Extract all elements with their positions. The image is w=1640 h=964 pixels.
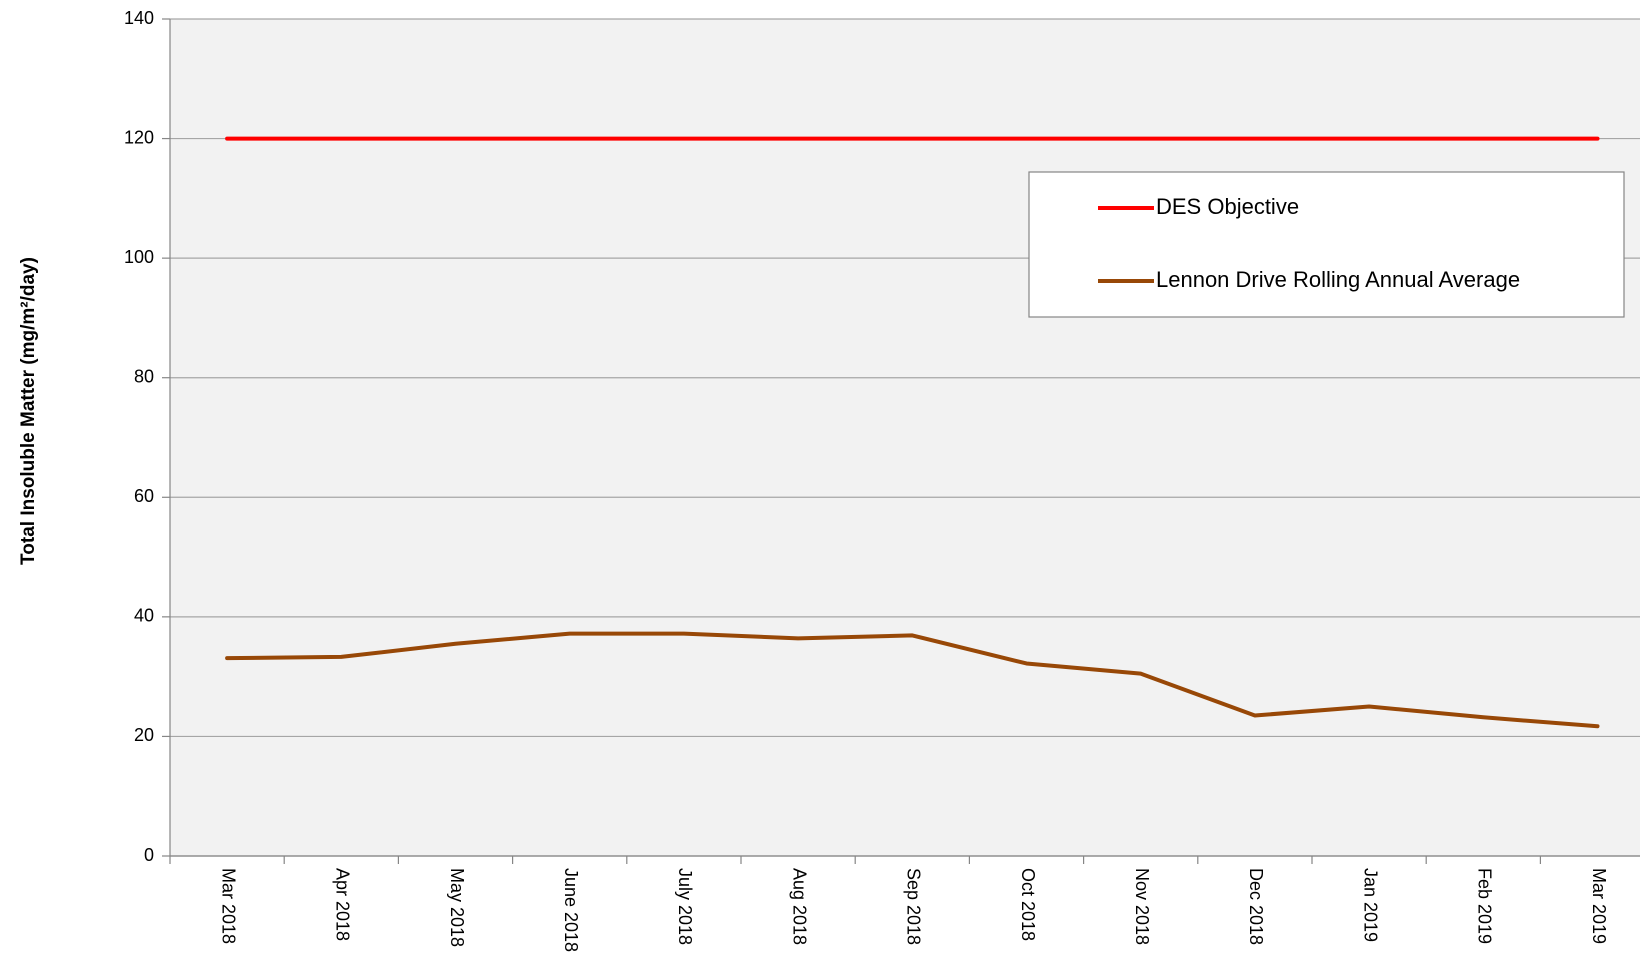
y-tick-label: 140 — [124, 8, 154, 28]
x-tick-label: May 2018 — [447, 868, 467, 947]
y-tick-label: 20 — [134, 725, 154, 745]
series-line — [225, 631, 1600, 729]
y-axis-title: Total Insoluble Matter (mg/m²/day) — [18, 257, 39, 565]
y-tick-label: 80 — [134, 366, 154, 386]
legend-label: DES Objective — [1156, 194, 1299, 219]
x-tick-label: Sep 2018 — [904, 868, 924, 945]
x-tick-label: July 2018 — [675, 868, 695, 945]
legend-label: Lennon Drive Rolling Annual Average — [1156, 267, 1520, 292]
x-tick-label: Mar 2019 — [1589, 868, 1609, 944]
y-tick-label: 60 — [134, 486, 154, 506]
x-tick-label: Apr 2018 — [333, 868, 353, 941]
x-tick-label: Oct 2018 — [1018, 868, 1038, 941]
x-tick-label: Dec 2018 — [1246, 868, 1266, 945]
x-tick-label: Aug 2018 — [789, 868, 809, 945]
legend-box — [1028, 171, 1625, 318]
plot-area — [170, 19, 1640, 856]
y-tick-label: 120 — [124, 127, 154, 147]
y-tick-label: 0 — [144, 845, 154, 865]
x-tick-label: Nov 2018 — [1132, 868, 1152, 945]
x-tick-label: Feb 2019 — [1475, 868, 1495, 944]
x-tick-label: Mar 2018 — [218, 868, 238, 944]
x-tick-label: June 2018 — [561, 868, 581, 952]
y-tick-label: 100 — [124, 247, 154, 267]
y-tick-label: 40 — [134, 606, 154, 626]
x-tick-label: Jan 2019 — [1360, 868, 1380, 942]
